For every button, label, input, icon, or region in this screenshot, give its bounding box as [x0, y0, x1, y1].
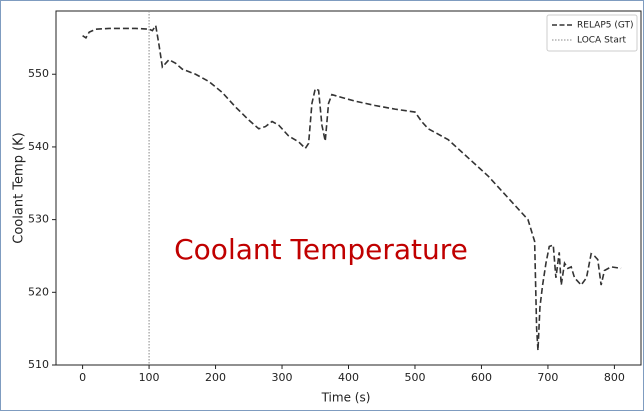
y-axis-label: Coolant Temp (K) [12, 132, 27, 243]
x-tick-label: 700 [537, 371, 558, 384]
y-tick-label: 520 [28, 285, 49, 298]
x-tick-label: 500 [404, 371, 425, 384]
legend-label: LOCA Start [577, 36, 627, 46]
y-tick-label: 510 [28, 358, 49, 371]
x-tick-label: 800 [604, 371, 625, 384]
y-tick-label: 550 [28, 67, 49, 80]
y-tick-label: 540 [28, 140, 49, 153]
legend-box [546, 14, 638, 52]
x-tick-label: 300 [272, 371, 293, 384]
x-tick-label: 100 [139, 371, 160, 384]
annotation: Coolant Temperature [174, 233, 468, 266]
data-line [82, 23, 622, 351]
legend-label: RELAP5 (GT) [577, 21, 634, 31]
plot-frame [55, 10, 642, 366]
x-axis-label: Time (s) [321, 391, 371, 405]
x-tick-label: 0 [79, 371, 86, 384]
x-tick-label: 200 [205, 371, 226, 384]
x-tick-label: 600 [471, 371, 492, 384]
x-tick-label: 400 [338, 371, 359, 384]
y-tick-label: 530 [28, 213, 49, 226]
